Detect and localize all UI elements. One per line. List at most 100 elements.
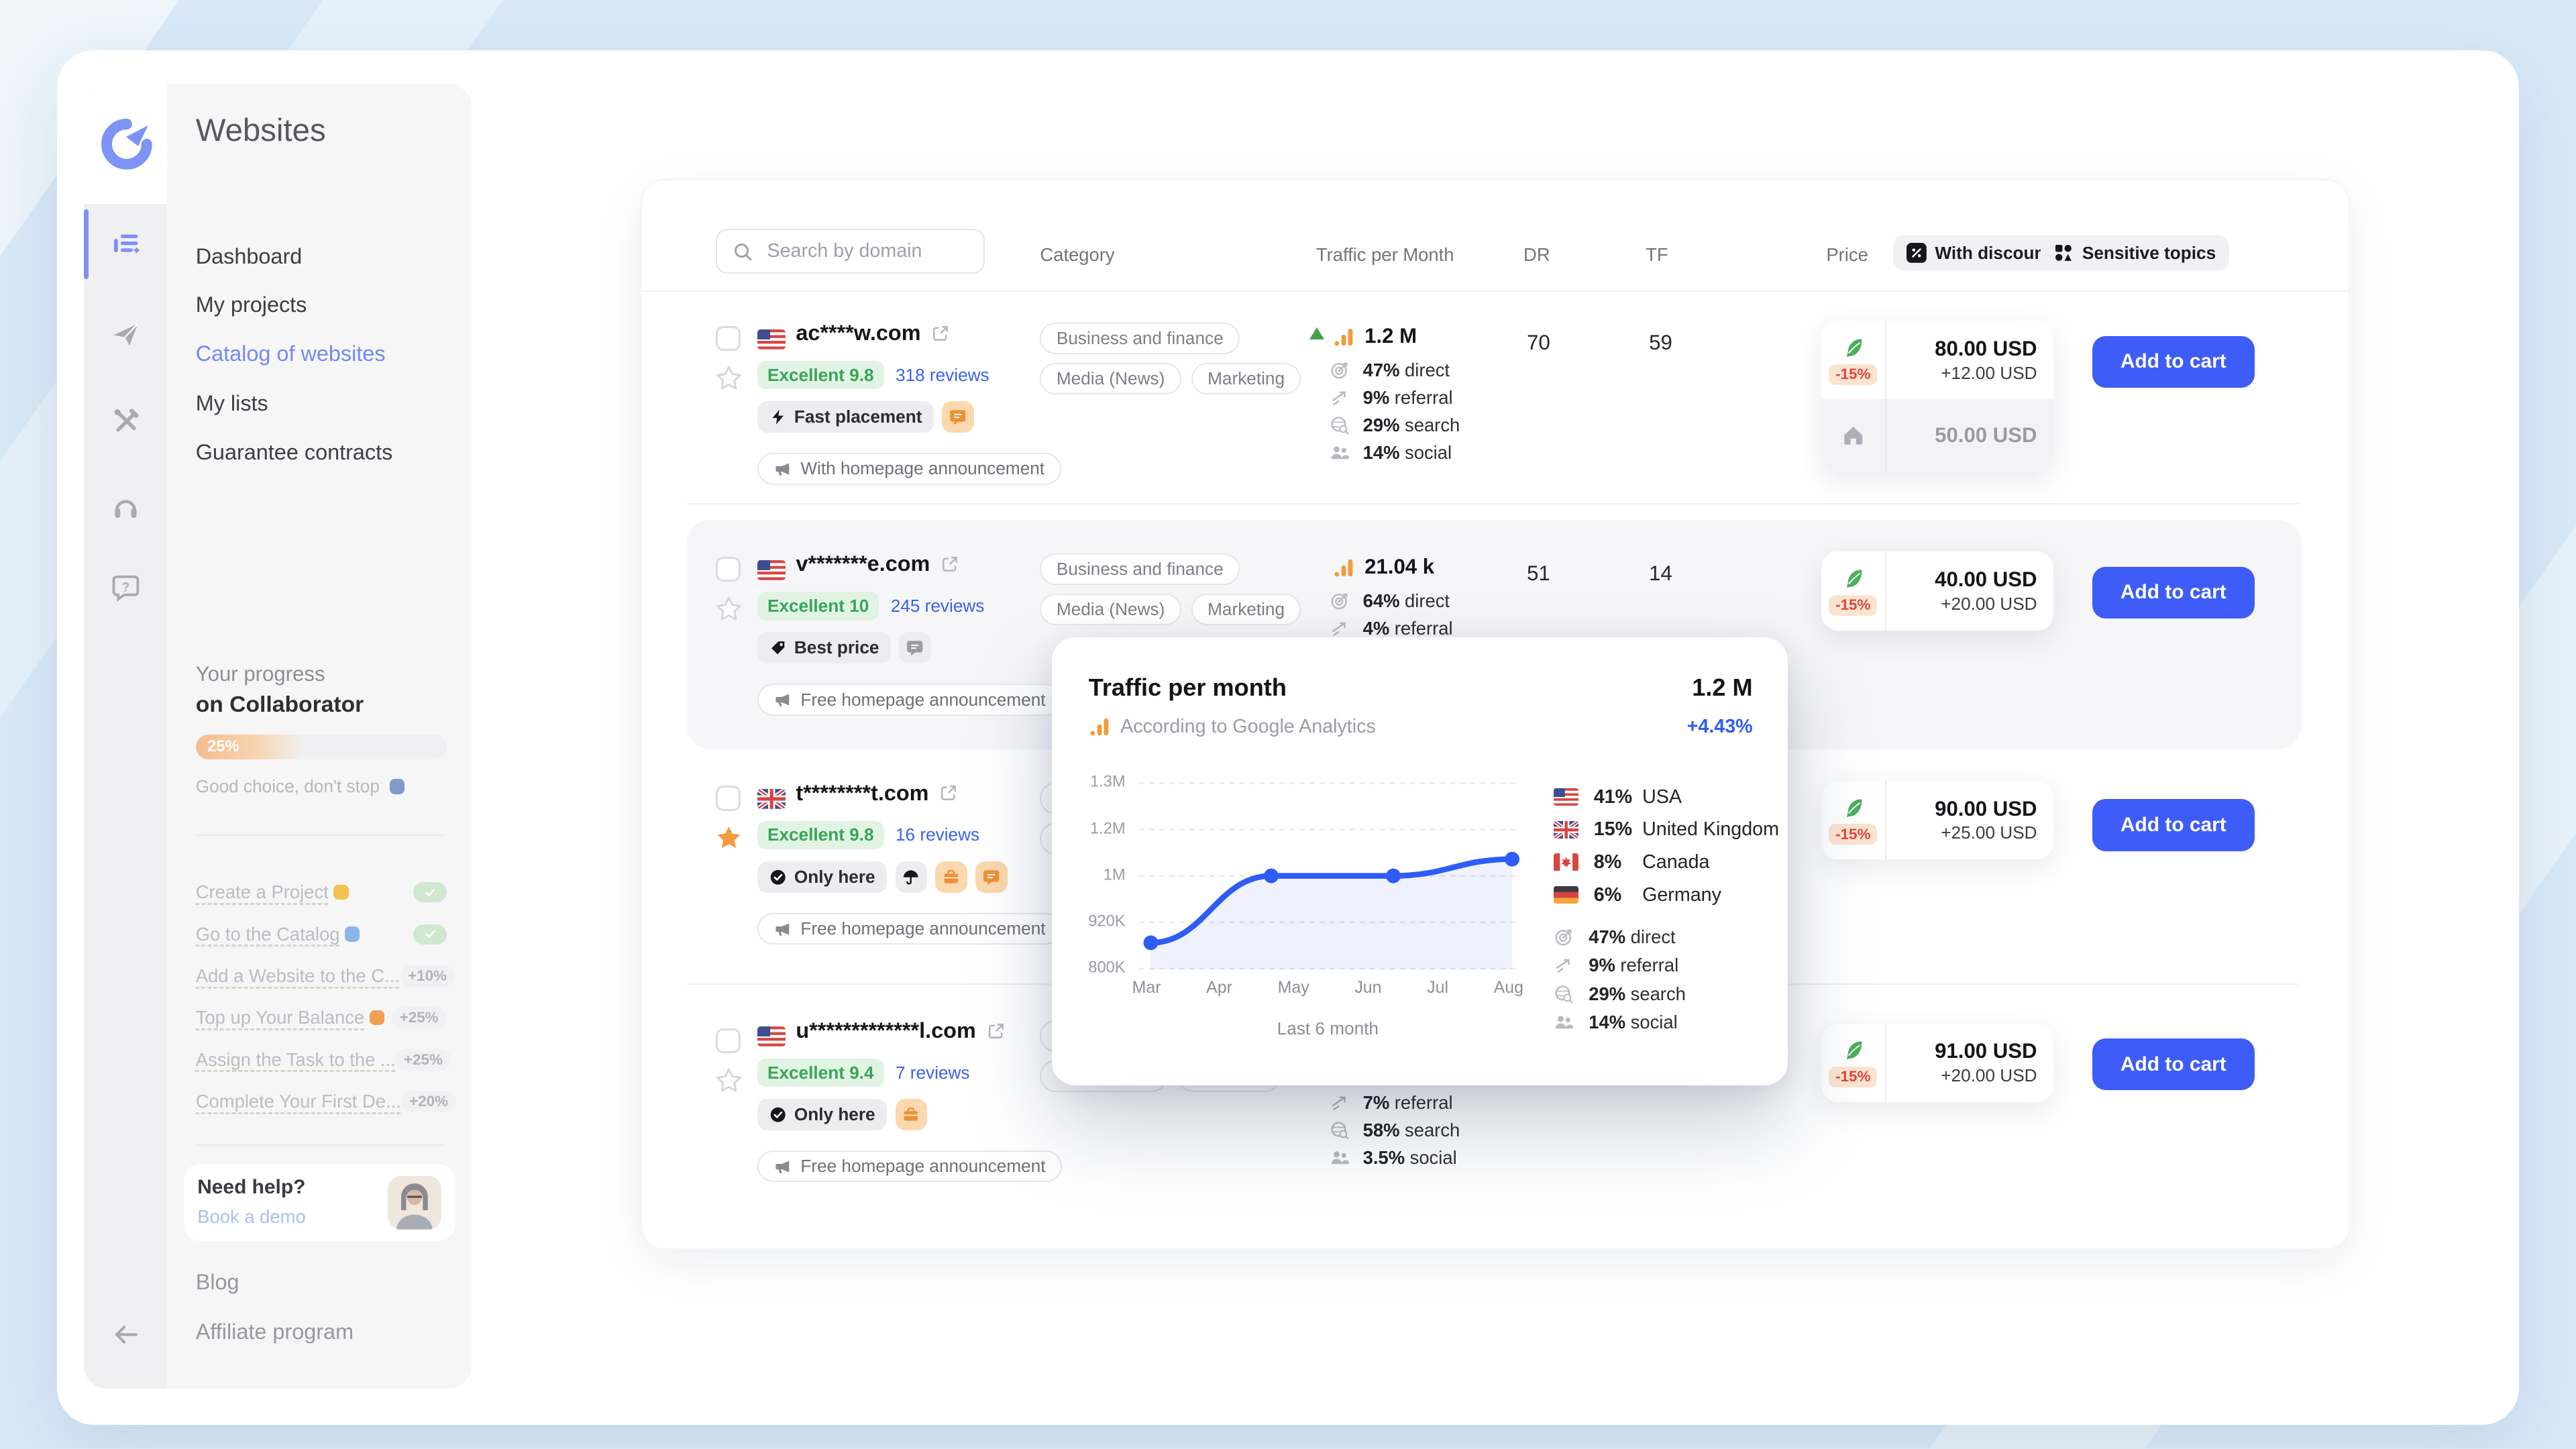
- affiliate-program-link[interactable]: Affiliate program: [195, 1320, 354, 1344]
- task-item[interactable]: Go to the Catalog: [196, 913, 447, 955]
- category-chip[interactable]: Business and finance: [1040, 322, 1240, 355]
- sidebar-item-catalog-of-websites[interactable]: Catalog of websites: [195, 341, 386, 366]
- x-tick: Jul: [1427, 978, 1448, 998]
- price-amount: 90.00 USD: [1935, 796, 2037, 820]
- book-a-demo-link[interactable]: Book a demo: [197, 1205, 306, 1227]
- reviews-link[interactable]: 16 reviews: [895, 824, 980, 845]
- external-link-icon[interactable]: [940, 554, 960, 574]
- dr-value: 51: [1527, 561, 1550, 586]
- domain-link[interactable]: t********t.com: [796, 781, 959, 806]
- filter-with-discount[interactable]: With discount: [1893, 235, 2065, 271]
- task-item[interactable]: Create a Project: [196, 871, 447, 913]
- price-card[interactable]: -15% 80.00 USD +12.00 USD 50.00 USD: [1821, 321, 2054, 472]
- domain-link[interactable]: u*************l.com: [796, 1018, 1006, 1043]
- sidebar-item-my-projects[interactable]: My projects: [195, 292, 307, 317]
- briefcase-badge[interactable]: [935, 861, 967, 893]
- umbrella-badge[interactable]: [895, 861, 927, 893]
- category-chip[interactable]: Marketing: [1191, 593, 1301, 626]
- category-chip[interactable]: Media (News): [1040, 362, 1181, 394]
- question-bubble-icon[interactable]: [84, 559, 168, 616]
- check-circle-icon: [769, 868, 787, 886]
- traffic-line-chart: [1138, 782, 1519, 970]
- divider: [641, 290, 2349, 292]
- add-to-cart-button[interactable]: Add to cart: [2092, 1038, 2255, 1091]
- tools-icon[interactable]: [84, 393, 168, 450]
- support-avatar: [388, 1176, 441, 1230]
- price-card[interactable]: -15% 40.00 USD +20.00 USD: [1821, 551, 2054, 631]
- domain-link[interactable]: v*******e.com: [796, 551, 960, 576]
- traffic-source-row: 64% direct: [1330, 590, 1453, 612]
- add-to-cart-button[interactable]: Add to cart: [2092, 566, 2255, 619]
- chat-badge[interactable]: [942, 400, 974, 433]
- traffic-source-row: 47% direct: [1330, 360, 1460, 381]
- price-card[interactable]: -15% 91.00 USD +20.00 USD: [1821, 1023, 2054, 1102]
- country-share-row: 6% Germany: [1554, 879, 1779, 912]
- chart-caption: Last 6 month: [1277, 1018, 1379, 1039]
- direct-icon: [1554, 927, 1574, 947]
- task-item[interactable]: Assign the Task to the ... +25%: [196, 1038, 451, 1080]
- x-tick: May: [1277, 978, 1309, 998]
- external-link-icon[interactable]: [938, 783, 959, 803]
- task-item[interactable]: Complete Your First De... +20%: [196, 1081, 457, 1122]
- alt-price-option[interactable]: 50.00 USD: [1821, 399, 2054, 472]
- row-checkbox[interactable]: [715, 786, 741, 811]
- row-checkbox[interactable]: [715, 556, 741, 582]
- canada-flag-icon: [1554, 853, 1578, 871]
- favorite-star-icon[interactable]: [714, 1065, 744, 1095]
- row-checkbox[interactable]: [715, 325, 741, 352]
- add-to-cart-button[interactable]: Add to cart: [2092, 335, 2255, 388]
- chat-badge[interactable]: [899, 632, 931, 664]
- task-item[interactable]: Top up Your Balance +25%: [196, 997, 447, 1038]
- y-tick: 800K: [1088, 959, 1126, 977]
- favorite-star-icon[interactable]: [714, 594, 744, 624]
- domain-link[interactable]: ac****w.com: [796, 321, 951, 345]
- reviews-link[interactable]: 318 reviews: [895, 364, 989, 385]
- reviews-link[interactable]: 245 reviews: [890, 595, 985, 616]
- megaphone-icon: [773, 460, 792, 478]
- traffic-sources: 64% direct 4% referral: [1330, 590, 1453, 640]
- best-price-badge: Best price: [757, 632, 891, 664]
- column-header-tf: TF: [1646, 244, 1668, 265]
- favorite-star-icon[interactable]: [714, 822, 744, 853]
- feather-icon: [1841, 1038, 1866, 1063]
- headphones-icon[interactable]: [84, 478, 168, 535]
- logo[interactable]: [83, 83, 168, 205]
- referral-icon: [1330, 388, 1350, 408]
- task-item[interactable]: Add a Website to the C... +10%: [196, 955, 455, 997]
- row-checkbox[interactable]: [715, 1028, 741, 1054]
- y-tick: 1M: [1103, 866, 1126, 884]
- sidebar-item-dashboard[interactable]: Dashboard: [195, 244, 303, 269]
- traffic-source-row: 29% search: [1330, 415, 1460, 436]
- source-label: referral: [1620, 955, 1679, 976]
- filter-sensitive-topics[interactable]: Sensitive topics: [2040, 235, 2230, 271]
- column-header-traffic: Traffic per Month: [1316, 244, 1454, 265]
- dashboard-icon[interactable]: [84, 216, 168, 273]
- paper-plane-icon[interactable]: [84, 306, 168, 363]
- referral-icon: [1554, 955, 1574, 975]
- external-link-icon[interactable]: [930, 323, 951, 343]
- price-card[interactable]: -15% 90.00 USD +25.00 USD: [1821, 780, 2054, 860]
- traffic-sources: 7% referral 58% search 3.5% social: [1330, 1092, 1460, 1169]
- progress-caption: Good choice, don't stop: [196, 776, 405, 797]
- category-chip[interactable]: Marketing: [1191, 362, 1301, 394]
- tooltip-total: 1.2 M: [1692, 674, 1753, 702]
- add-to-cart-button[interactable]: Add to cart: [2092, 799, 2255, 851]
- favorite-star-icon[interactable]: [714, 363, 744, 393]
- discount-badge: -15%: [1829, 364, 1878, 385]
- only-here-badge: Only here: [757, 861, 888, 893]
- chat-badge[interactable]: [975, 861, 1008, 893]
- reviews-link[interactable]: 7 reviews: [895, 1062, 970, 1083]
- category-chip[interactable]: Media (News): [1040, 593, 1181, 626]
- sidebar-item-guarantee-contracts[interactable]: Guarantee contracts: [195, 439, 393, 464]
- briefcase-icon: [942, 868, 960, 886]
- blog-link[interactable]: Blog: [195, 1269, 239, 1294]
- external-link-icon[interactable]: [986, 1021, 1006, 1041]
- briefcase-badge[interactable]: [895, 1098, 927, 1131]
- collapse-sidebar-icon[interactable]: [84, 1306, 168, 1363]
- sidebar-item-my-lists[interactable]: My lists: [195, 391, 268, 416]
- search-input[interactable]: [763, 238, 984, 264]
- category-chip[interactable]: Business and finance: [1040, 553, 1240, 586]
- price-extra: +20.00 USD: [1941, 593, 2037, 614]
- uk-flag-icon: [757, 789, 786, 809]
